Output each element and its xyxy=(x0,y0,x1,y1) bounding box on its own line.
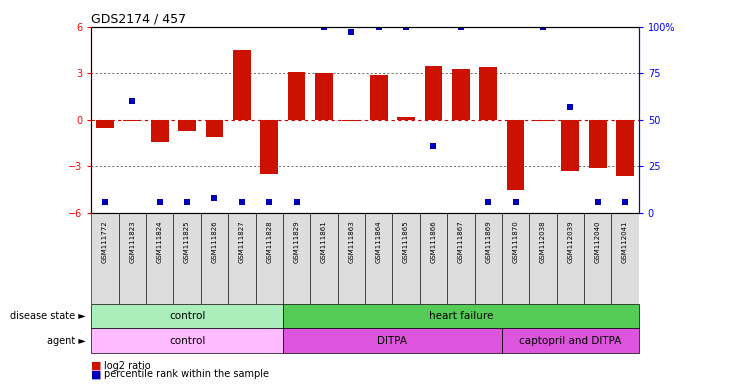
Text: GSM111824: GSM111824 xyxy=(157,220,163,263)
Text: GSM111829: GSM111829 xyxy=(293,220,299,263)
Text: GSM111863: GSM111863 xyxy=(348,220,354,263)
Bar xyxy=(96,120,114,127)
Text: ■: ■ xyxy=(91,361,101,371)
Bar xyxy=(146,213,174,304)
Text: percentile rank within the sample: percentile rank within the sample xyxy=(104,369,269,379)
Point xyxy=(483,199,494,205)
Bar xyxy=(529,213,556,304)
Text: heart failure: heart failure xyxy=(429,311,493,321)
Text: GSM111869: GSM111869 xyxy=(485,220,491,263)
Bar xyxy=(118,213,146,304)
Point xyxy=(592,199,604,205)
Point xyxy=(455,24,466,30)
Point xyxy=(181,199,193,205)
Point xyxy=(126,98,138,104)
Bar xyxy=(397,117,415,120)
Text: GSM111825: GSM111825 xyxy=(184,220,190,263)
Bar xyxy=(91,213,118,304)
Point xyxy=(154,199,166,205)
Bar xyxy=(616,120,634,175)
Text: GSM111864: GSM111864 xyxy=(376,220,382,263)
Text: GSM111865: GSM111865 xyxy=(403,220,409,263)
Bar xyxy=(452,69,469,120)
Point xyxy=(99,199,111,205)
Bar xyxy=(612,213,639,304)
Bar xyxy=(502,213,529,304)
Bar xyxy=(365,213,393,304)
Bar xyxy=(91,304,283,328)
Text: DITPA: DITPA xyxy=(377,336,407,346)
Point xyxy=(400,24,412,30)
Bar xyxy=(228,213,255,304)
Text: GSM112040: GSM112040 xyxy=(595,220,601,263)
Text: GSM111826: GSM111826 xyxy=(212,220,218,263)
Text: GSM111828: GSM111828 xyxy=(266,220,272,263)
Bar xyxy=(315,73,333,120)
Bar xyxy=(561,120,579,171)
Bar xyxy=(420,213,447,304)
Bar xyxy=(201,213,228,304)
Bar xyxy=(584,213,612,304)
Text: GSM111823: GSM111823 xyxy=(129,220,135,263)
Text: GSM111867: GSM111867 xyxy=(458,220,464,263)
Text: disease state ►: disease state ► xyxy=(10,311,86,321)
Point xyxy=(264,199,275,205)
Bar xyxy=(393,213,420,304)
Text: control: control xyxy=(169,336,205,346)
Bar xyxy=(534,120,552,121)
Point xyxy=(209,195,220,201)
Bar xyxy=(283,328,502,353)
Text: GSM112039: GSM112039 xyxy=(567,220,573,263)
Point xyxy=(236,199,247,205)
Point xyxy=(318,24,330,30)
Point xyxy=(510,199,521,205)
Text: captopril and DITPA: captopril and DITPA xyxy=(519,336,621,346)
Bar xyxy=(474,213,502,304)
Bar xyxy=(206,120,223,137)
Text: GSM111827: GSM111827 xyxy=(239,220,245,263)
Bar xyxy=(342,120,360,121)
Bar xyxy=(337,213,365,304)
Text: GSM111870: GSM111870 xyxy=(512,220,518,263)
Bar xyxy=(283,304,639,328)
Bar xyxy=(91,328,283,353)
Bar xyxy=(151,120,169,142)
Bar xyxy=(502,328,639,353)
Bar xyxy=(233,50,250,120)
Point xyxy=(428,143,439,149)
Text: GSM112041: GSM112041 xyxy=(622,220,628,263)
Bar xyxy=(174,213,201,304)
Text: GDS2174 / 457: GDS2174 / 457 xyxy=(91,13,186,26)
Bar xyxy=(425,66,442,120)
Bar xyxy=(447,213,474,304)
Point xyxy=(619,199,631,205)
Point xyxy=(564,104,576,110)
Bar xyxy=(507,120,524,190)
Bar xyxy=(589,120,607,168)
Bar xyxy=(178,120,196,131)
Bar xyxy=(370,75,388,120)
Text: GSM112038: GSM112038 xyxy=(540,220,546,263)
Bar xyxy=(556,213,584,304)
Text: log2 ratio: log2 ratio xyxy=(104,361,151,371)
Text: GSM111861: GSM111861 xyxy=(321,220,327,263)
Text: ■: ■ xyxy=(91,369,101,379)
Text: GSM111772: GSM111772 xyxy=(102,220,108,263)
Point xyxy=(373,24,385,30)
Bar xyxy=(261,120,278,174)
Bar xyxy=(255,213,283,304)
Text: GSM111866: GSM111866 xyxy=(431,220,437,263)
Bar xyxy=(480,67,497,120)
Point xyxy=(291,199,302,205)
Bar xyxy=(310,213,337,304)
Bar xyxy=(283,213,310,304)
Point xyxy=(345,30,357,36)
Point xyxy=(537,24,549,30)
Text: agent ►: agent ► xyxy=(47,336,86,346)
Bar xyxy=(288,72,305,120)
Bar xyxy=(123,120,141,121)
Text: control: control xyxy=(169,311,205,321)
